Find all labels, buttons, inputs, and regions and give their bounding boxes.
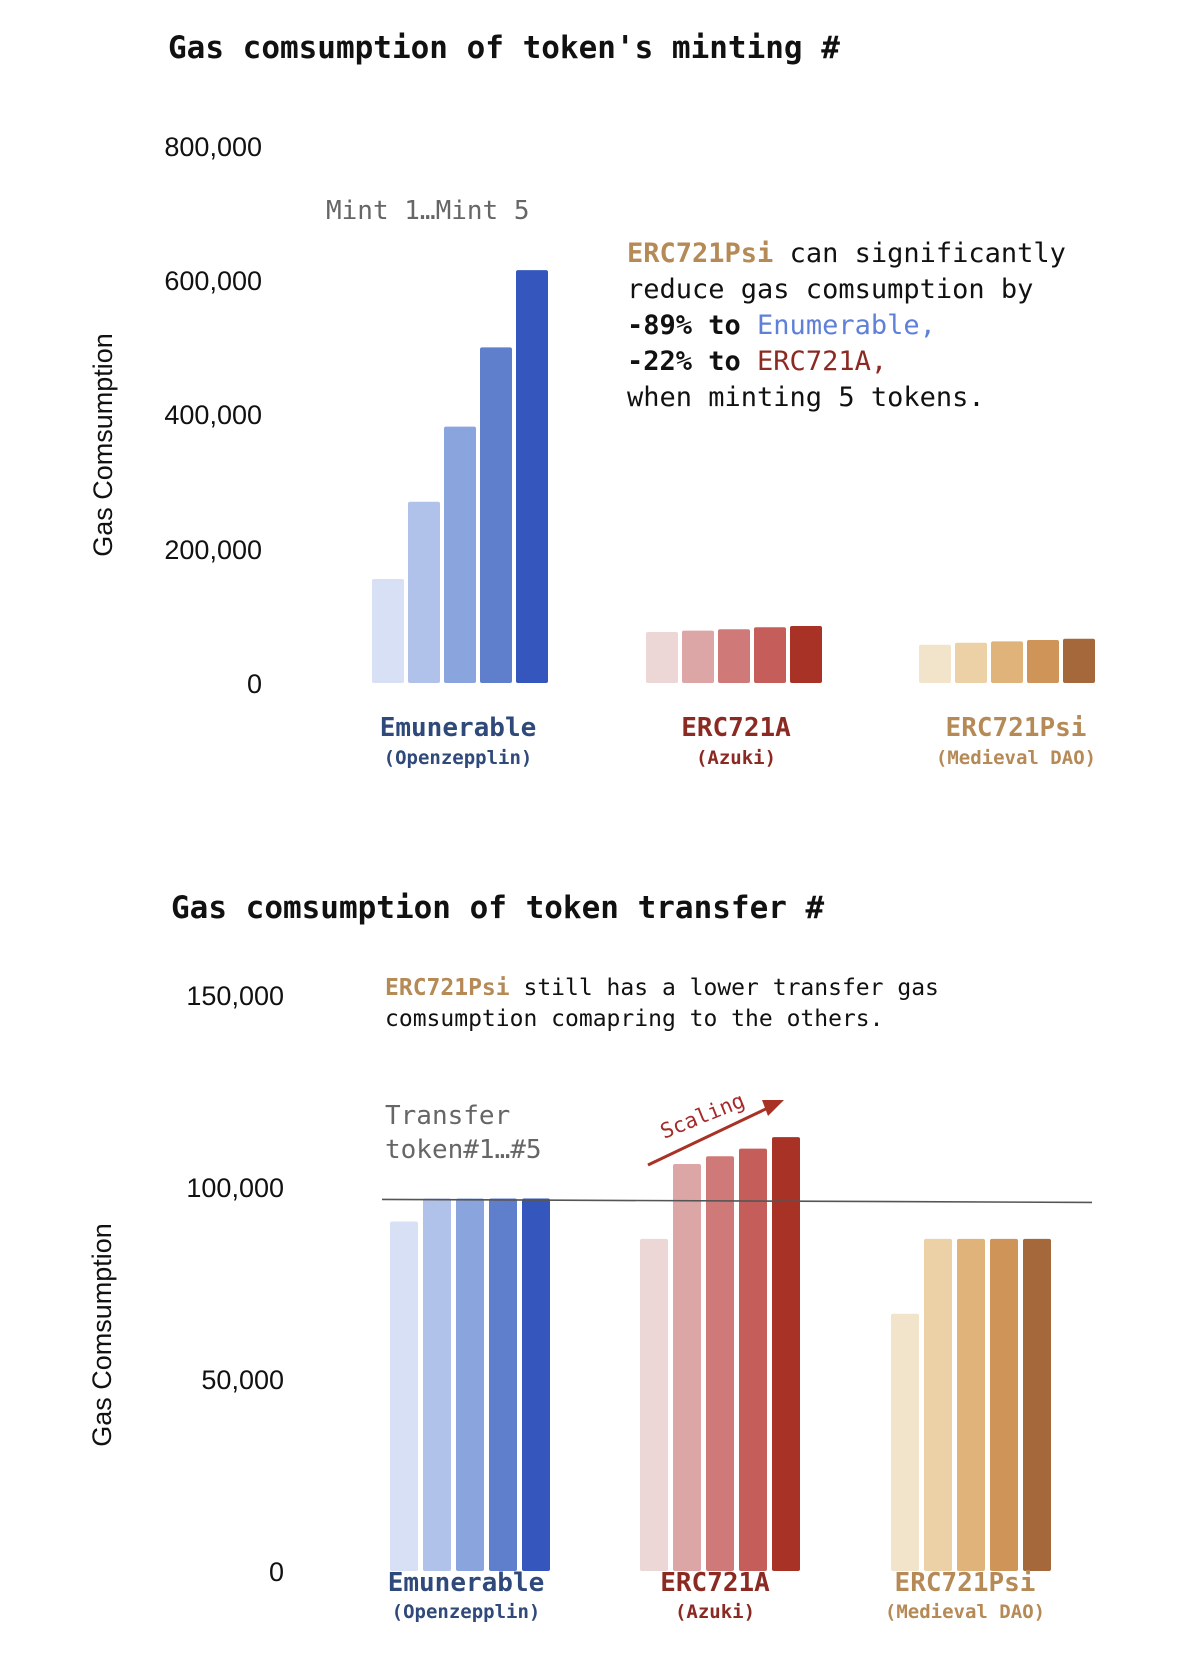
minting-annotation-line-2: reduce gas comsumption by bbox=[627, 274, 1033, 305]
minting-bar-enumerable-5 bbox=[516, 270, 548, 683]
transfer-bar-enumerable-1 bbox=[390, 1221, 418, 1571]
minting-bar-erc721psi-4 bbox=[1027, 640, 1059, 683]
transfer-bar-enumerable-2 bbox=[423, 1198, 451, 1571]
transfer-y-axis-label: Gas Comsumption bbox=[87, 1223, 117, 1447]
minting-bar-enumerable-3 bbox=[444, 426, 476, 683]
minting-ytick-600000: 600,000 bbox=[164, 266, 262, 296]
transfer-group-sub-erc721psi: (Medieval DAO) bbox=[885, 1601, 1045, 1623]
minting-group-label-erc721psi: ERC721Psi bbox=[946, 713, 1087, 743]
transfer-chart-title: Gas comsumption of token transfer # bbox=[171, 890, 825, 926]
transfer-bar-erc721psi-2 bbox=[924, 1238, 952, 1571]
minting-annotation-l1b: can significantly bbox=[773, 238, 1066, 269]
minting-bar-erc721a-2 bbox=[682, 630, 714, 683]
transfer-ytick-0: 0 bbox=[269, 1557, 284, 1587]
minting-annotation-l4a: -22% to bbox=[627, 346, 757, 377]
transfer-bar-erc721psi-3 bbox=[957, 1238, 985, 1571]
transfer-chart: Gas comsumption of token transfer # Gas … bbox=[87, 890, 1093, 1623]
minting-bar-erc721psi-5 bbox=[1063, 638, 1095, 683]
minting-group-label-erc721a: ERC721A bbox=[681, 713, 791, 743]
transfer-bar-erc721a-4 bbox=[739, 1148, 767, 1571]
minting-group-labels: Emunerable (Openzepplin) ERC721A (Azuki)… bbox=[380, 713, 1096, 769]
transfer-bar-erc721a-5 bbox=[772, 1137, 800, 1571]
minting-annotation-enumerable: Enumerable, bbox=[757, 310, 936, 341]
minting-ytick-400000: 400,000 bbox=[164, 400, 262, 430]
transfer-series-note-1: Transfer bbox=[385, 1101, 510, 1131]
minting-series-note: Mint 1…Mint 5 bbox=[326, 196, 530, 226]
minting-annotation-line-3: -89% to Enumerable, bbox=[627, 310, 936, 341]
transfer-group-label-erc721psi: ERC721Psi bbox=[895, 1568, 1036, 1598]
minting-annotation: ERC721Psi can significantly reduce gas c… bbox=[627, 238, 1066, 413]
transfer-bar-enumerable-4 bbox=[489, 1198, 517, 1571]
transfer-bar-erc721a-2 bbox=[673, 1163, 701, 1571]
minting-annotation-line-5: when minting 5 tokens. bbox=[627, 382, 985, 413]
transfer-reference-line bbox=[381, 1198, 1093, 1204]
minting-bar-erc721psi-2 bbox=[955, 642, 987, 683]
minting-bar-enumerable-4 bbox=[480, 347, 512, 683]
minting-bar-enumerable-1 bbox=[372, 578, 404, 683]
transfer-annotation: ERC721Psi still has a lower transfer gas… bbox=[385, 975, 939, 1032]
transfer-y-ticks: 150,000 100,000 50,000 0 bbox=[186, 981, 284, 1587]
minting-bar-erc721psi-3 bbox=[991, 641, 1023, 683]
transfer-bars bbox=[390, 1137, 1051, 1571]
transfer-bar-erc721psi-4 bbox=[990, 1238, 1018, 1571]
minting-group-label-enumerable: Emunerable bbox=[380, 713, 537, 743]
transfer-group-sub-erc721a: (Azuki) bbox=[675, 1601, 755, 1623]
transfer-bar-erc721psi-5 bbox=[1023, 1238, 1051, 1571]
transfer-ytick-50000: 50,000 bbox=[201, 1365, 284, 1395]
minting-y-ticks: 800,000 600,000 400,000 200,000 0 bbox=[164, 132, 262, 699]
minting-chart-title: Gas comsumption of token's minting # bbox=[168, 30, 840, 66]
minting-annotation-l3a: -89% to bbox=[627, 310, 757, 341]
transfer-bar-erc721a-3 bbox=[706, 1156, 734, 1571]
minting-bar-erc721psi-1 bbox=[919, 644, 951, 683]
transfer-bar-erc721a-1 bbox=[640, 1238, 668, 1571]
transfer-bar-enumerable-3 bbox=[456, 1198, 484, 1571]
minting-bar-erc721a-1 bbox=[646, 631, 678, 683]
minting-annotation-erc721a: ERC721A, bbox=[757, 346, 887, 377]
minting-annotation-line-4: -22% to ERC721A, bbox=[627, 346, 887, 377]
transfer-annotation-line-2: comsumption comapring to the others. bbox=[385, 1006, 884, 1032]
minting-y-axis-label: Gas Comsumption bbox=[88, 333, 118, 557]
minting-group-sub-erc721psi: (Medieval DAO) bbox=[936, 747, 1096, 769]
minting-ytick-200000: 200,000 bbox=[164, 535, 262, 565]
minting-bar-enumerable-2 bbox=[408, 501, 440, 683]
scaling-arrow bbox=[647, 1104, 773, 1167]
minting-group-sub-erc721a: (Azuki) bbox=[696, 747, 776, 769]
minting-annotation-psi: ERC721Psi bbox=[627, 238, 773, 269]
minting-chart: Gas comsumption of token's minting # Gas… bbox=[88, 30, 1096, 769]
transfer-group-label-erc721a: ERC721A bbox=[660, 1568, 770, 1598]
transfer-ytick-150000: 150,000 bbox=[186, 981, 284, 1011]
transfer-bar-enumerable-5 bbox=[522, 1198, 550, 1571]
minting-ytick-0: 0 bbox=[247, 669, 262, 699]
minting-bars bbox=[372, 270, 1095, 683]
transfer-group-labels: Emunerable (Openzepplin) ERC721A (Azuki)… bbox=[388, 1568, 1045, 1623]
transfer-ytick-100000: 100,000 bbox=[186, 1173, 284, 1203]
minting-bar-erc721a-3 bbox=[718, 629, 750, 683]
transfer-annotation-line-1: ERC721Psi still has a lower transfer gas bbox=[385, 975, 939, 1001]
transfer-annotation-l1b: still has a lower transfer gas bbox=[510, 975, 939, 1001]
scaling-arrowhead-icon bbox=[762, 1100, 784, 1116]
transfer-group-sub-enumerable: (Openzepplin) bbox=[392, 1601, 541, 1623]
transfer-series-note-2: token#1…#5 bbox=[385, 1135, 542, 1165]
scaling-label: Scaling bbox=[657, 1088, 748, 1143]
minting-bar-erc721a-5 bbox=[790, 625, 822, 683]
transfer-bar-erc721psi-1 bbox=[891, 1313, 919, 1571]
minting-annotation-line-1: ERC721Psi can significantly bbox=[627, 238, 1066, 269]
minting-ytick-800000: 800,000 bbox=[164, 132, 262, 162]
minting-bar-erc721a-4 bbox=[754, 627, 786, 683]
transfer-annotation-psi: ERC721Psi bbox=[385, 975, 510, 1001]
minting-group-sub-enumerable: (Openzepplin) bbox=[384, 747, 533, 769]
transfer-group-label-enumerable: Emunerable bbox=[388, 1568, 545, 1598]
